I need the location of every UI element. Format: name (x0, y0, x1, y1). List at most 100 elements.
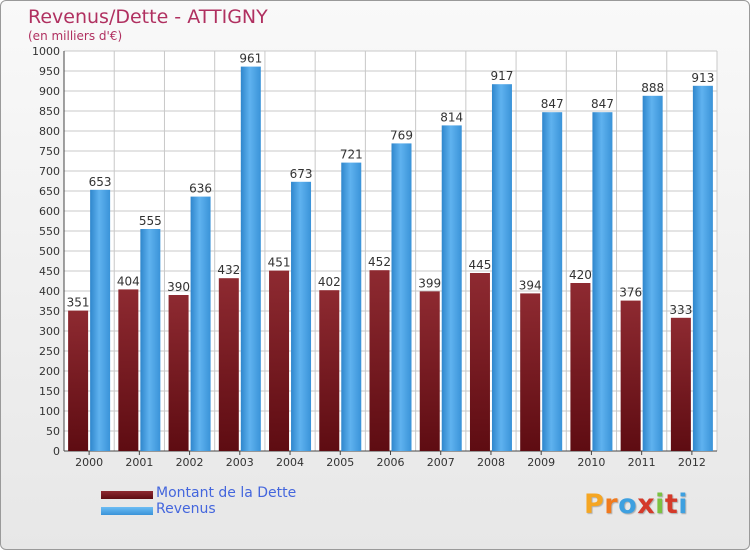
x-tick-label: 2004 (276, 456, 304, 469)
data-label-revenus-2000: 653 (89, 175, 112, 189)
bar-revenus-2005 (341, 162, 362, 451)
bar-revenus-2003 (240, 66, 261, 451)
y-tick-label: 600 (39, 205, 60, 218)
proxiti-logo: Proxiti (584, 489, 688, 520)
y-tick-label: 0 (53, 445, 60, 458)
data-label-dette-2009: 394 (519, 278, 542, 292)
y-tick-label: 900 (39, 85, 60, 98)
data-label-revenus-2004: 673 (290, 167, 313, 181)
x-tick-label: 2007 (427, 456, 455, 469)
x-tick-label: 2000 (75, 456, 103, 469)
data-label-revenus-2005: 721 (340, 148, 363, 162)
data-label-revenus-2010: 847 (591, 97, 614, 111)
bar-revenus-2008 (491, 84, 512, 451)
y-tick-label: 650 (39, 185, 60, 198)
x-tick-label: 2002 (176, 456, 204, 469)
x-tick-label: 2010 (577, 456, 605, 469)
bar-dette-2005 (319, 290, 340, 451)
y-tick-label: 150 (39, 385, 60, 398)
data-label-dette-2006: 452 (368, 255, 391, 269)
y-tick-label: 550 (39, 225, 60, 238)
logo-letter: x (637, 489, 656, 520)
data-label-dette-2005: 402 (318, 275, 341, 289)
data-label-revenus-2006: 769 (390, 128, 413, 142)
data-label-revenus-2002: 636 (189, 182, 212, 196)
logo-letter: r (604, 489, 619, 520)
bar-dette-2002 (168, 295, 189, 451)
y-tick-label: 800 (39, 125, 60, 138)
bar-dette-2007 (419, 291, 440, 451)
logo-letter: o (618, 489, 638, 520)
y-tick-label: 1000 (32, 45, 60, 58)
y-tick-label: 400 (39, 285, 60, 298)
data-label-revenus-2001: 555 (139, 214, 162, 228)
data-label-dette-2010: 420 (569, 268, 592, 282)
y-tick-label: 950 (39, 65, 60, 78)
data-label-revenus-2007: 814 (440, 110, 463, 124)
bar-revenus-2006 (391, 143, 412, 451)
data-label-revenus-2012: 913 (691, 71, 714, 85)
y-tick-label: 250 (39, 345, 60, 358)
y-tick-label: 750 (39, 145, 60, 158)
data-label-dette-2011: 376 (619, 286, 642, 300)
bar-revenus-2000 (90, 189, 111, 452)
x-tick-label: 2012 (678, 456, 706, 469)
data-label-dette-2000: 351 (67, 296, 90, 310)
data-label-dette-2012: 333 (669, 303, 692, 317)
bar-dette-2009 (520, 293, 541, 451)
logo-letter: i (655, 489, 665, 520)
y-tick-label: 200 (39, 365, 60, 378)
y-tick-label: 700 (39, 165, 60, 178)
data-label-revenus-2011: 888 (641, 81, 664, 95)
x-tick-label: 2006 (377, 456, 405, 469)
legend-label-dette: Montant de la Dette (156, 485, 297, 501)
legend-label-revenus: Revenus (156, 501, 216, 517)
data-label-dette-2001: 404 (117, 274, 140, 288)
bar-revenus-2011 (642, 95, 663, 452)
bar-dette-2008 (469, 273, 490, 451)
data-label-dette-2002: 390 (167, 280, 190, 294)
bar-dette-2000 (68, 310, 89, 451)
x-tick-label: 2001 (125, 456, 153, 469)
y-tick-label: 450 (39, 265, 60, 278)
chart-title: Revenus/Dette - ATTIGNY (28, 6, 268, 28)
y-tick-label: 500 (39, 245, 60, 258)
bar-dette-2012 (670, 317, 691, 451)
grid-lines (63, 50, 718, 452)
bar-dette-2006 (369, 270, 390, 451)
bar-revenus-2009 (542, 112, 563, 451)
y-tick-label: 300 (39, 325, 60, 338)
bar-revenus-2002 (190, 196, 211, 451)
bar-dette-2004 (269, 270, 290, 451)
bar-dette-2001 (118, 289, 139, 451)
data-labels: 351 653 404 555 390 636 432 961 451 673 402 721 452 7… (67, 52, 715, 317)
y-tick-label: 350 (39, 305, 60, 318)
x-tick-label: 2003 (226, 456, 254, 469)
logo-letter: P (584, 489, 605, 520)
x-tick-label: 2011 (628, 456, 656, 469)
bars (68, 66, 713, 452)
chart-subtitle: (en milliers d'€) (28, 29, 123, 43)
data-label-dette-2008: 445 (469, 258, 492, 272)
legend-swatch-dette (101, 491, 153, 499)
data-label-dette-2003: 432 (217, 263, 240, 277)
logo-letter: t (664, 489, 679, 520)
bar-dette-2010 (570, 283, 591, 451)
data-label-revenus-2008: 917 (491, 69, 514, 83)
y-tick-label: 50 (46, 425, 60, 438)
x-tick-label: 2005 (326, 456, 354, 469)
bar-revenus-2012 (692, 85, 713, 452)
legend-swatch-revenus (101, 507, 153, 515)
data-label-revenus-2009: 847 (541, 97, 564, 111)
bar-revenus-2004 (291, 181, 312, 452)
data-label-dette-2004: 451 (268, 256, 291, 270)
logo-letter: i (678, 489, 689, 520)
bar-revenus-2001 (140, 229, 161, 451)
bar-dette-2011 (620, 300, 641, 451)
data-label-revenus-2003: 961 (239, 52, 262, 66)
bar-revenus-2010 (592, 112, 613, 451)
y-tick-label: 850 (39, 105, 60, 118)
x-tick-label: 2009 (527, 456, 555, 469)
bar-dette-2003 (218, 278, 239, 451)
